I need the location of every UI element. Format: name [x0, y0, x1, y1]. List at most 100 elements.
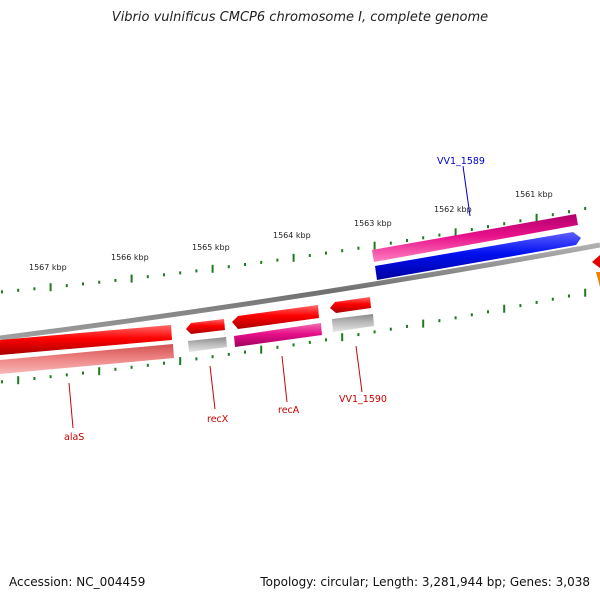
outer-tick	[17, 288, 20, 292]
outer-tick	[130, 274, 133, 283]
outer-tick	[357, 246, 360, 250]
kbp-label-1562: 1562 kbp	[434, 205, 472, 214]
outer-tick	[551, 213, 554, 217]
inner-tick	[179, 357, 182, 366]
outer-tick	[292, 253, 295, 262]
outer-tick	[179, 271, 182, 275]
outer-tick	[114, 278, 117, 282]
gene-reca[interactable]	[232, 305, 322, 347]
inner-tick	[211, 355, 214, 359]
gene-label-recx[interactable]: recX	[207, 414, 229, 425]
outer-tick	[503, 222, 506, 226]
outer-tick	[535, 213, 538, 222]
inner-tick	[292, 343, 295, 347]
chromosome-backbone	[0, 242, 600, 341]
inner-tick	[341, 333, 344, 342]
inner-tick	[1, 380, 3, 384]
gene-label-vv1-1590[interactable]: VV1_1590	[339, 394, 387, 405]
gene-vv1-1590[interactable]	[330, 297, 374, 332]
outer-tick	[373, 241, 376, 250]
inner-tick	[195, 357, 198, 361]
outer-tick	[406, 239, 408, 242]
inner-tick	[17, 376, 20, 385]
outer-tick	[244, 263, 246, 266]
inner-tick	[568, 294, 570, 298]
outer-tick	[49, 283, 52, 292]
inner-tick	[244, 350, 246, 354]
gene-edge-red[interactable]	[592, 255, 600, 268]
inner-tick	[325, 338, 327, 342]
gene-label-vv1-1589[interactable]: VV1_1589	[437, 156, 485, 167]
outer-tick	[98, 280, 101, 284]
outer-tick	[568, 210, 570, 214]
kbp-label-1563: 1563 kbp	[354, 219, 392, 228]
outer-tick	[82, 282, 84, 286]
gene-label-reca[interactable]: recA	[278, 405, 300, 416]
outer-tick	[389, 241, 392, 245]
outer-tick	[308, 254, 311, 257]
inner-tick	[470, 313, 473, 317]
outer-tick	[341, 249, 344, 253]
inner-tick	[406, 324, 408, 328]
inner-tick	[227, 352, 230, 356]
inner-tick	[389, 327, 392, 331]
inner-tick	[33, 377, 36, 380]
outer-tick	[260, 260, 263, 264]
outer-tick	[438, 233, 441, 237]
inner-tick	[487, 310, 489, 314]
outer-tick	[195, 269, 198, 273]
inner-tick	[49, 375, 52, 379]
outer-tick	[487, 225, 489, 229]
inner-tick	[454, 316, 457, 320]
inner-tick	[357, 333, 360, 337]
outer-tick	[519, 219, 522, 223]
outer-tick-row	[1, 207, 587, 294]
inner-tick	[308, 340, 311, 344]
kbp-label-1566: 1566 kbp	[111, 253, 149, 262]
inner-tick	[551, 297, 554, 301]
outer-tick	[584, 207, 587, 210]
gene-label-alas[interactable]: alaS	[64, 432, 84, 443]
outer-tick	[276, 258, 279, 262]
inner-tick	[519, 304, 522, 308]
kbp-label-1561: 1561 kbp	[515, 190, 553, 199]
inner-tick	[130, 365, 133, 369]
inner-tick	[503, 304, 506, 313]
topology-text: Topology: circular; Length: 3,281,944 bp…	[260, 575, 590, 589]
inner-tick	[422, 319, 425, 328]
outer-tick	[227, 265, 230, 269]
inner-tick	[276, 345, 279, 349]
inner-tick	[373, 330, 376, 334]
outer-tick	[211, 264, 214, 273]
outer-tick	[470, 228, 473, 231]
kbp-label-1567: 1567 kbp	[29, 263, 67, 272]
outer-tick	[146, 275, 149, 279]
inner-tick	[163, 361, 165, 365]
outer-tick	[325, 251, 327, 255]
inner-tick	[65, 373, 68, 377]
leader-alas	[68, 382, 74, 429]
inner-tick	[535, 300, 538, 304]
outer-tick	[65, 284, 68, 288]
inner-tick	[438, 319, 441, 323]
accession-text: Accession: NC_004459	[9, 575, 146, 589]
outer-tick	[1, 290, 3, 294]
outer-tick	[33, 287, 36, 291]
gene-recx[interactable]	[186, 319, 227, 352]
leader-vv1-1590	[355, 345, 363, 393]
inner-tick	[584, 288, 587, 297]
inner-tick	[146, 363, 149, 367]
gene-alas[interactable]	[0, 325, 174, 374]
outer-tick	[163, 273, 165, 277]
inner-tick	[98, 367, 101, 376]
inner-tick-row	[1, 288, 587, 385]
outer-tick	[422, 236, 425, 240]
kbp-label-1565: 1565 kbp	[192, 243, 230, 252]
gene-edge-orange[interactable]	[596, 272, 600, 287]
genome-title: Vibrio vulnificus CMCP6 chromosome I, co…	[111, 10, 489, 25]
inner-tick	[260, 345, 263, 354]
leader-vv1-1589	[462, 165, 471, 217]
leader-reca	[281, 355, 288, 403]
gene-vv1-1589-track[interactable]	[372, 214, 581, 280]
